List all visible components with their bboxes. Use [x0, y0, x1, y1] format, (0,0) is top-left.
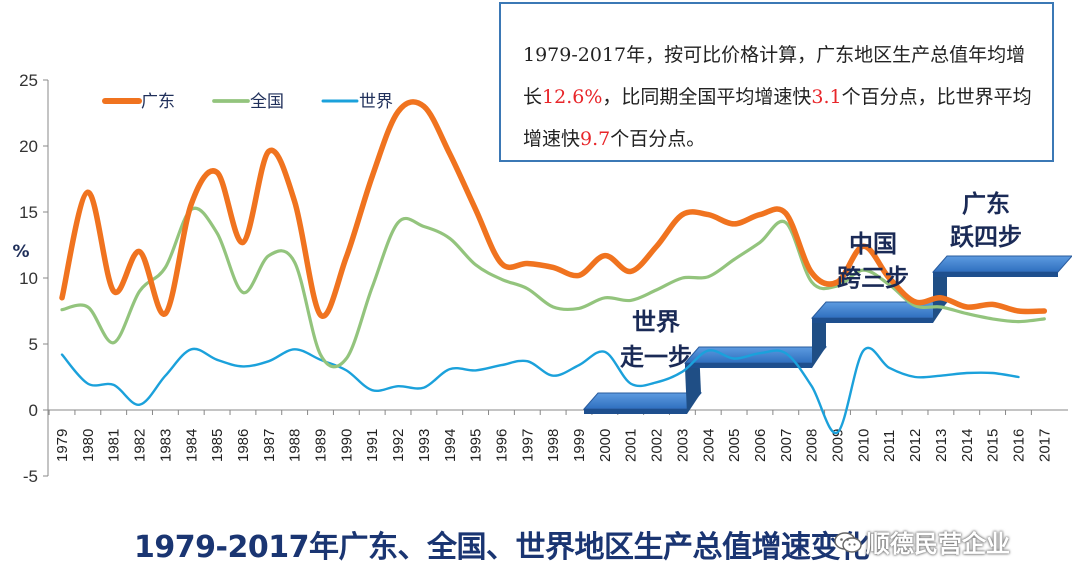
series-line [60, 346, 1020, 435]
x-tick-label: 1983 [157, 429, 174, 462]
legend-label: 广东 [141, 92, 175, 112]
step-front [584, 409, 687, 414]
watermark-text: 顺德民营企业 [866, 530, 1010, 558]
step-top [931, 255, 1072, 273]
y-tick-label: 20 [19, 137, 38, 156]
x-tick-label: 2017 [1036, 429, 1053, 462]
x-tick-label: 1987 [261, 429, 278, 462]
x-tick-label: 1982 [132, 429, 149, 462]
x-tick-label: 1990 [338, 429, 355, 462]
x-tick-label: 1988 [287, 429, 304, 462]
x-tick-label: 1979 [54, 429, 71, 462]
series-0 [59, 99, 1048, 319]
y-tick-label: -5 [23, 467, 38, 486]
y-tick-label: 5 [29, 335, 38, 354]
note-text-1: 1979-2017年，按可比价格计算，广东地区生产总值年均增长 [523, 44, 1026, 108]
x-tick-label: 2002 [649, 429, 666, 462]
x-tick-label: 2001 [623, 429, 640, 462]
step-label-line1: 中国 [849, 230, 897, 258]
step-block [931, 255, 1072, 277]
watermark: 顺德民营企业 [834, 524, 1010, 559]
chart-title: 1979-2017年广东、全国、世界地区生产总值增速变化 [134, 530, 870, 565]
legend-label: 全国 [250, 92, 284, 112]
x-tick-label: 2015 [985, 429, 1002, 462]
series-2 [60, 346, 1020, 435]
wechat-icon [834, 532, 862, 553]
note-text-2: ，比同期全国平均增速快 [602, 86, 812, 108]
x-tick-label: 2009 [830, 429, 847, 462]
step-label-line2: 跃四步 [950, 223, 1022, 251]
x-tick-label: 2011 [881, 430, 898, 462]
x-tick-label: 2012 [907, 429, 924, 462]
x-tick-label: 2003 [674, 429, 691, 462]
note-value-vs-national: 3.1 [811, 86, 842, 108]
x-tick-label: 2016 [1010, 429, 1027, 462]
x-tick-label: 1991 [364, 429, 381, 462]
step-label-line2: 走一步 [620, 343, 692, 371]
series-line [59, 99, 1048, 319]
note-value-vs-world: 9.7 [580, 128, 611, 150]
series-1 [60, 206, 1046, 369]
legend: 广东 全国 世界 [102, 92, 393, 112]
y-tick-label: 0 [29, 401, 38, 420]
x-tick-label: 1996 [493, 429, 510, 462]
legend-item: 世界 [321, 92, 393, 112]
x-tick-label: 1994 [442, 429, 459, 462]
x-tick-label: 2013 [933, 429, 950, 462]
x-tick-label: 2010 [855, 429, 872, 462]
series-line [60, 206, 1046, 369]
note-value-growth: 12.6% [542, 86, 603, 108]
x-tick-label: 1980 [80, 429, 97, 462]
step-front [812, 318, 933, 323]
step-top [810, 301, 949, 319]
step-top [582, 392, 703, 410]
x-tick-label: 2008 [804, 429, 821, 462]
x-tick-label: 1992 [390, 429, 407, 462]
x-tick-label: 2004 [700, 429, 717, 462]
series-layer [59, 99, 1048, 435]
x-tick-label: 2014 [959, 429, 976, 462]
y-tick-label: 15 [19, 203, 38, 222]
y-tick-label: 10 [19, 269, 38, 288]
note-text-3: 个百分点，比世界平均增速快 [523, 86, 1032, 150]
x-tick-label: 1999 [571, 429, 588, 462]
note-text-4: 个百分点。 [610, 128, 706, 150]
step-label-line2: 跨三步 [837, 264, 909, 292]
x-tick-label: 2000 [597, 429, 614, 462]
step-label-line1: 广东 [962, 190, 1010, 218]
y-tick-label: 25 [19, 71, 38, 90]
legend-label: 世界 [359, 92, 393, 112]
x-tick-label: 1997 [519, 429, 536, 462]
legend-item: 全国 [212, 92, 284, 112]
x-tick-label: 1989 [313, 429, 330, 462]
x-tick-label: 2007 [778, 429, 795, 462]
legend-item: 广东 [102, 92, 175, 112]
x-tick-label: 1998 [545, 429, 562, 462]
x-tick-label: 1985 [209, 429, 226, 462]
x-tick-label: 2005 [726, 429, 743, 462]
x-tick-label: 1986 [235, 429, 252, 462]
step-block [683, 302, 828, 368]
x-tick-label: 1981 [106, 429, 123, 462]
step-front [685, 363, 812, 368]
note-box: 1979-2017年，按可比价格计算，广东地区生产总值年均增长12.6%，比同期… [499, 2, 1054, 162]
step-label-line1: 世界 [632, 308, 680, 336]
y-axis-label: % [12, 242, 29, 262]
x-tick-label: 2006 [752, 429, 769, 462]
x-tick-label: 1995 [468, 429, 485, 462]
x-tick-label: 1984 [183, 429, 200, 462]
x-tick-label: 1993 [416, 429, 433, 462]
step-front [933, 272, 1058, 277]
